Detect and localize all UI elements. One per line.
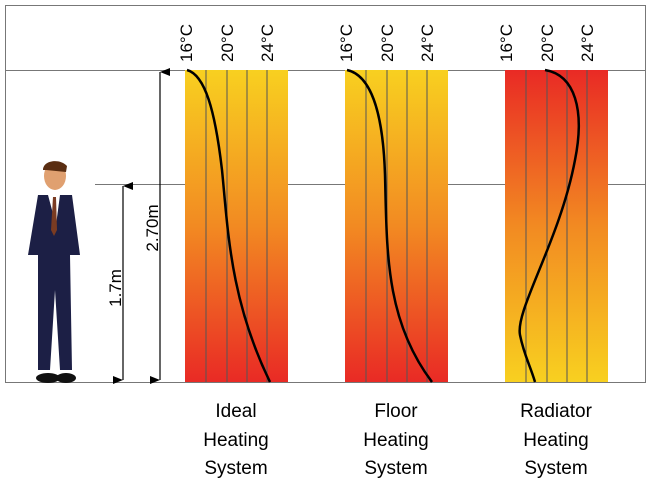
person [28, 161, 80, 383]
caption: Heating [523, 430, 589, 451]
tick-label: 16°C [497, 24, 516, 62]
caption: Radiator [520, 401, 592, 422]
tick-label: 24°C [258, 24, 277, 62]
tick-label: 20°C [218, 24, 237, 62]
caption: System [524, 458, 587, 479]
caption: Heating [203, 430, 269, 451]
tick-label: 20°C [538, 24, 557, 62]
panel: 16°C 20°C 24°C Ideal Heating System [177, 24, 288, 479]
dimension-label: 2.70m [143, 204, 162, 251]
panel: 16°C 20°C 24°C Radiator Heating System [497, 24, 608, 479]
caption: System [364, 458, 427, 479]
dimension [113, 68, 170, 384]
tick-label: 16°C [337, 24, 356, 62]
dimension-label: 1.7m [106, 269, 125, 307]
caption: Heating [363, 430, 429, 451]
caption: System [204, 458, 267, 479]
panel: 16°C 20°C 24°C Floor Heating System [337, 24, 448, 479]
caption: Floor [374, 401, 418, 422]
caption: Ideal [215, 401, 256, 422]
tick-label: 16°C [177, 24, 196, 62]
tick-label: 20°C [378, 24, 397, 62]
tick-label: 24°C [418, 24, 437, 62]
tick-label: 24°C [578, 24, 597, 62]
